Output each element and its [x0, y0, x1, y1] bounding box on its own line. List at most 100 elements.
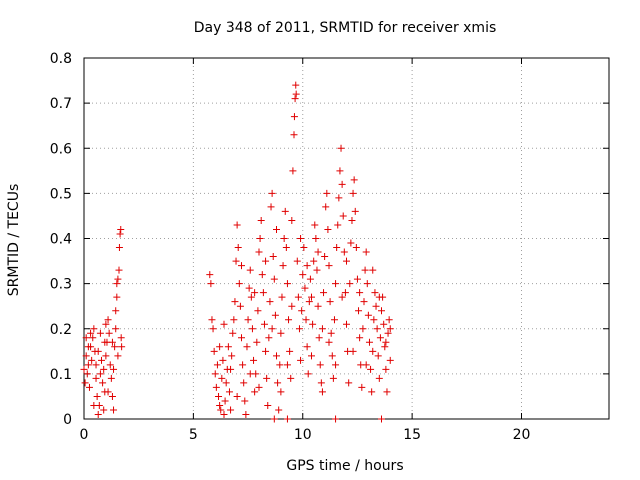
data-point	[213, 361, 221, 369]
data-point	[288, 216, 296, 224]
data-point	[89, 334, 97, 342]
data-point	[287, 374, 295, 382]
y-tick-label: 0.1	[50, 367, 72, 383]
data-point	[360, 298, 368, 306]
data-point	[263, 374, 271, 382]
data-point	[338, 180, 346, 188]
data-point	[114, 275, 122, 283]
data-point	[323, 189, 331, 197]
data-point	[250, 356, 258, 364]
y-tick-label: 0.6	[50, 141, 72, 157]
data-point	[349, 189, 357, 197]
data-point	[265, 334, 273, 342]
data-point	[233, 221, 241, 229]
data-point	[215, 392, 223, 400]
data-point	[227, 406, 235, 414]
data-point	[378, 415, 385, 423]
data-point	[106, 361, 114, 369]
data-point	[114, 352, 122, 360]
data-point	[273, 352, 280, 360]
data-point	[94, 410, 102, 418]
data-point	[353, 275, 361, 283]
data-point	[81, 379, 89, 387]
data-point	[254, 307, 262, 315]
data-point	[371, 289, 379, 297]
data-point	[345, 379, 353, 387]
data-point	[383, 388, 391, 396]
data-point	[312, 235, 320, 242]
data-point	[118, 343, 126, 351]
y-tick-label: 0	[63, 412, 72, 428]
data-point	[374, 352, 382, 360]
data-point	[283, 361, 291, 369]
data-point	[297, 235, 305, 242]
data-point	[84, 361, 92, 369]
data-point	[343, 320, 350, 328]
data-point	[87, 329, 95, 337]
data-point	[279, 262, 287, 270]
data-point	[207, 280, 215, 288]
data-point	[234, 244, 242, 252]
data-point	[240, 379, 248, 387]
data-point	[310, 257, 318, 265]
data-point	[320, 289, 328, 297]
data-point	[246, 266, 254, 274]
data-point	[349, 347, 357, 355]
data-point	[304, 370, 312, 378]
data-point	[364, 311, 372, 319]
data-points	[80, 81, 394, 423]
data-point	[100, 365, 108, 373]
data-point	[295, 325, 303, 333]
data-point	[314, 302, 322, 310]
data-point	[83, 370, 91, 378]
data-point	[297, 356, 305, 364]
data-point	[386, 325, 394, 333]
data-point	[325, 262, 333, 270]
data-point	[305, 298, 313, 306]
data-point	[241, 397, 249, 405]
data-point	[251, 388, 259, 396]
data-point	[373, 325, 381, 333]
data-point	[268, 189, 276, 197]
data-point	[228, 352, 236, 360]
data-point	[363, 280, 371, 288]
data-point	[290, 113, 298, 121]
data-point	[380, 320, 388, 328]
data-point	[352, 244, 360, 252]
tick-labels: 0 5 10 15 20 0 0.1 0.2 0.3 0.4 0.5 0.6 0.7 0.8	[50, 51, 531, 443]
data-point	[102, 320, 110, 328]
data-point	[117, 334, 125, 342]
data-point	[290, 131, 298, 139]
data-point	[110, 365, 118, 373]
data-point	[230, 316, 238, 324]
y-tick-label: 0.8	[50, 51, 72, 67]
data-point	[332, 280, 340, 288]
data-point	[378, 307, 385, 315]
data-point	[117, 225, 125, 233]
data-point	[277, 329, 285, 337]
data-point	[231, 298, 239, 306]
data-point	[82, 334, 90, 342]
data-point	[112, 307, 120, 315]
data-point	[311, 221, 319, 229]
data-point	[359, 325, 367, 333]
data-point	[298, 307, 306, 315]
data-point	[218, 374, 226, 382]
data-point	[239, 361, 247, 369]
data-point	[267, 203, 275, 211]
data-point	[365, 338, 373, 346]
data-point	[372, 302, 380, 310]
data-point	[238, 262, 245, 270]
data-point	[300, 244, 308, 252]
data-point	[332, 361, 340, 369]
data-point	[233, 392, 241, 400]
data-point	[268, 325, 276, 333]
data-point	[101, 338, 109, 346]
data-point	[219, 356, 227, 364]
data-point	[301, 284, 309, 292]
data-point	[321, 253, 329, 261]
data-point	[229, 329, 237, 337]
data-point	[235, 280, 243, 288]
data-point	[256, 235, 264, 242]
data-point	[225, 388, 233, 396]
